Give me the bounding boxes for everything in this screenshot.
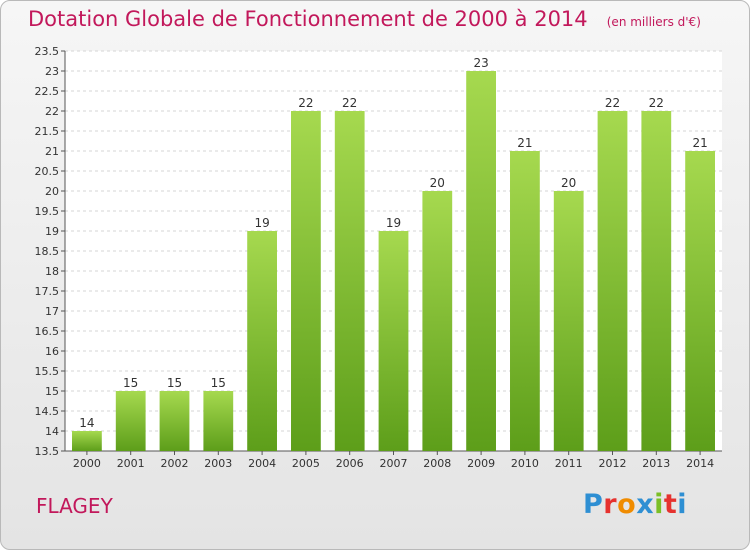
- bar: [115, 391, 146, 451]
- y-tick-label: 22.5: [35, 85, 60, 98]
- y-tick-label: 13.5: [35, 445, 60, 458]
- chart-title-block: Dotation Globale de Fonctionnement de 20…: [28, 7, 701, 31]
- y-tick-label: 14.5: [35, 405, 60, 418]
- y-tick-label: 22: [45, 105, 59, 118]
- data-label: 21: [517, 136, 532, 150]
- x-tick-label: 2009: [467, 457, 495, 470]
- x-tick-label: 2004: [248, 457, 276, 470]
- y-tick-label: 17.5: [35, 285, 60, 298]
- y-tick-label: 18.5: [35, 245, 60, 258]
- y-tick-label: 19.5: [35, 205, 60, 218]
- y-tick-label: 19: [45, 225, 59, 238]
- y-tick-label: 17: [45, 305, 59, 318]
- x-tick-label: 2013: [642, 457, 670, 470]
- data-label: 22: [298, 96, 313, 110]
- data-label: 22: [649, 96, 664, 110]
- y-tick-label: 16: [45, 345, 59, 358]
- bar: [553, 191, 584, 451]
- x-tick-label: 2010: [511, 457, 539, 470]
- y-tick-label: 18: [45, 265, 59, 278]
- data-label: 15: [211, 376, 226, 390]
- bar: [203, 391, 234, 451]
- logo-letter: t: [663, 489, 678, 520]
- y-tick-label: 20: [45, 185, 59, 198]
- data-label: 21: [692, 136, 707, 150]
- logo-letter: x: [636, 489, 655, 520]
- data-label: 19: [254, 216, 269, 230]
- bar: [597, 111, 628, 451]
- x-tick-label: 2003: [204, 457, 232, 470]
- bar: [510, 151, 540, 451]
- data-label: 23: [473, 56, 488, 70]
- x-tick-label: 2007: [380, 457, 408, 470]
- bar: [159, 391, 190, 451]
- x-tick-label: 2014: [686, 457, 714, 470]
- y-tick-label: 23.5: [35, 45, 60, 58]
- y-tick-label: 14: [45, 425, 59, 438]
- x-tick-label: 2000: [73, 457, 101, 470]
- data-label: 19: [386, 216, 401, 230]
- x-tick-label: 2011: [555, 457, 583, 470]
- data-label: 22: [605, 96, 620, 110]
- y-tick-label: 20.5: [35, 165, 60, 178]
- bar: [247, 231, 277, 451]
- data-label: 20: [561, 176, 576, 190]
- x-tick-label: 2001: [117, 457, 145, 470]
- commune-name: FLAGEY: [36, 494, 113, 518]
- x-tick-label: 2005: [292, 457, 320, 470]
- bar: [334, 111, 365, 451]
- bar: [641, 111, 672, 451]
- bar: [291, 111, 321, 451]
- bar: [685, 151, 715, 451]
- data-label: 20: [430, 176, 445, 190]
- bar: [466, 71, 496, 451]
- bar: [72, 431, 102, 451]
- logo-letter: i: [677, 489, 688, 520]
- x-tick-label: 2002: [161, 457, 189, 470]
- bar: [422, 191, 453, 451]
- x-tick-label: 2012: [599, 457, 627, 470]
- logo-letter: i: [654, 489, 664, 520]
- y-tick-label: 21: [45, 145, 59, 158]
- chart-unit-note: (en milliers d'€): [606, 15, 701, 29]
- y-tick-label: 15: [45, 385, 59, 398]
- y-tick-label: 23: [45, 65, 59, 78]
- logo-letter: o: [617, 489, 637, 520]
- y-tick-label: 16.5: [35, 325, 60, 338]
- chart-title: Dotation Globale de Fonctionnement de 20…: [28, 7, 588, 31]
- logo-letter: r: [603, 489, 618, 520]
- proxiti-logo: Proxiti: [583, 489, 687, 520]
- bar: [378, 231, 409, 451]
- data-label: 22: [342, 96, 357, 110]
- data-label: 15: [123, 376, 138, 390]
- x-tick-label: 2006: [336, 457, 364, 470]
- y-tick-label: 15.5: [35, 365, 60, 378]
- data-label: 15: [167, 376, 182, 390]
- x-tick-label: 2008: [423, 457, 451, 470]
- data-label: 14: [79, 416, 94, 430]
- logo-letter: P: [583, 489, 604, 520]
- y-tick-label: 21.5: [35, 125, 60, 138]
